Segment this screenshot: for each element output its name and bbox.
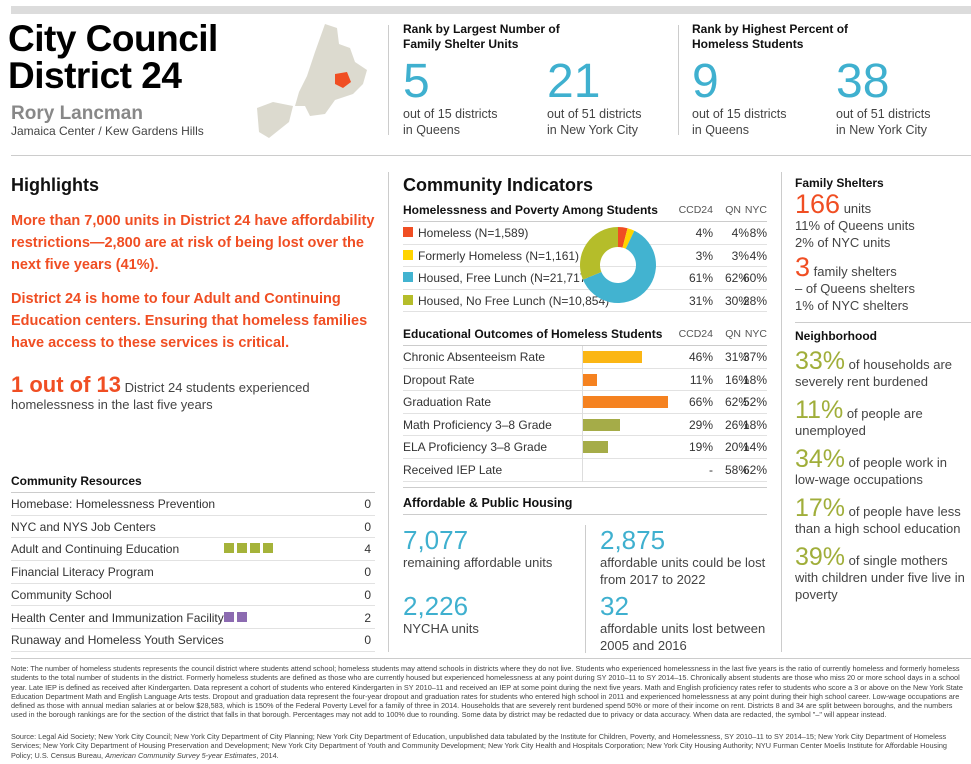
housing-stat: 2,875 affordable units could be lost from… — [600, 525, 766, 587]
district-area: Jamaica Center / Kew Gardens Hills — [11, 124, 204, 138]
bar — [583, 441, 608, 454]
pie-slice — [618, 227, 628, 248]
col-header: CCD24 — [678, 204, 713, 216]
council-member: Rory Lancman — [11, 103, 143, 124]
col-header: NYC — [744, 204, 767, 216]
pie-slice — [580, 227, 618, 280]
poverty-title: Homelessness and Poverty Among Students — [403, 203, 658, 217]
resource-marker — [224, 543, 234, 554]
family-shelters: Family Shelters 166 units 11% of Queens … — [795, 176, 971, 603]
col-header: QN — [725, 328, 741, 340]
housing-stat: 2,226 NYCHA units — [403, 591, 479, 636]
legend-swatch — [403, 294, 413, 305]
poverty-row: Housed, Free Lunch (N=21,717) 61% 62% 60% — [403, 267, 767, 290]
resource-marker — [237, 611, 247, 622]
housing-stat: 32 affordable units lost between 2005 and… — [600, 591, 766, 653]
shelters-title: Family Shelters — [795, 176, 884, 190]
education-title: Educational Outcomes of Homeless Student… — [403, 327, 663, 341]
neighborhood-title: Neighborhood — [795, 329, 877, 343]
col-header: CCD24 — [678, 328, 713, 340]
legend-swatch — [403, 272, 413, 282]
source: Source: Legal Aid Society; New York City… — [11, 732, 947, 760]
neighborhood-stat: 33% of households are severely rent burd… — [795, 347, 953, 390]
rank-item: 38 out of 51 districts in New York City — [836, 55, 931, 138]
neighborhood-stat: 39% of single mothers with children unde… — [795, 543, 965, 603]
pie-slice — [582, 230, 656, 303]
district-highlight — [335, 72, 351, 88]
top-bar — [11, 6, 971, 14]
education-row: Graduation Rate 66% 62% 52% — [403, 391, 767, 414]
poverty-row: Housed, No Free Lunch (N=10,854) 31% 30% 28… — [403, 290, 767, 312]
legend-swatch — [403, 249, 413, 260]
education-row: Math Proficiency 3–8 Grade 29% 26% 18% — [403, 414, 767, 437]
resource-row: NYC and NYS Job Centers 0 — [11, 516, 375, 539]
resource-marker — [250, 543, 260, 554]
col-header: NYC — [744, 328, 767, 340]
education-row: Received IEP Late -58% 62% — [403, 459, 767, 482]
resource-row: Health Center and Immunization Facility 2 — [11, 607, 375, 629]
bar — [583, 373, 598, 386]
resource-marker — [224, 611, 234, 622]
bar — [583, 396, 669, 409]
neighborhood-stat: 17% of people have less than a high scho… — [795, 494, 961, 537]
rank-item: 9 out of 15 districts in Queens — [692, 55, 787, 138]
highlight-1: More than 7,000 units in District 24 hav… — [11, 213, 375, 273]
neighborhood-stat: 11% of people are unemployed — [795, 396, 923, 439]
neighborhood-stat: 34% of people work in low-wage occupatio… — [795, 445, 947, 488]
highlight-2: District 24 is home to four Adult and Co… — [11, 291, 368, 351]
rank-item: 5 out of 15 districts in Queens — [403, 55, 498, 138]
family-shelters-value: 3 — [795, 252, 811, 282]
bar — [583, 418, 621, 431]
community-resources: Community Resources Homebase: Homelessne… — [11, 474, 375, 654]
education-row: Chronic Absenteeism Rate 46% 31% 37% — [403, 346, 767, 369]
housing-stat: 7,077 remaining affordable units — [403, 525, 553, 570]
education-row: ELA Proficiency 3–8 Grade 19% 20% 14% — [403, 436, 767, 459]
resource-row: Runaway and Homeless Youth Services 0 — [11, 629, 375, 652]
education-row: Dropout Rate 11% 16% 18% — [403, 369, 767, 392]
poverty-table: Homelessness and Poverty Among Students C… — [403, 203, 767, 313]
poverty-row: Homeless (N=1,589) 4% 4% 8% — [403, 222, 767, 245]
page-title: City Council District 24 — [8, 18, 218, 96]
rank-heading: Rank by Highest Percent of Homeless Stud… — [692, 22, 849, 51]
resource-marker — [263, 543, 273, 554]
legend-swatch — [403, 227, 413, 237]
poverty-donut-chart — [580, 227, 656, 303]
resources-title: Community Resources — [11, 474, 142, 488]
resource-row: Community School 0 — [11, 584, 375, 607]
indicators-title: Community Indicators — [403, 175, 594, 195]
highlights-title: Highlights — [11, 175, 99, 195]
bar — [583, 351, 643, 363]
footnote: Note: The number of homeless students re… — [11, 664, 963, 720]
resource-row: Financial Literacy Program 0 — [11, 561, 375, 584]
col-header: QN — [725, 204, 741, 216]
resource-marker — [237, 543, 247, 554]
rank-item: 21 out of 51 districts in New York City — [547, 55, 642, 138]
homeless-ratio: 1 out of 13 District 24 students experie… — [11, 372, 310, 413]
housing-title: Affordable & Public Housing — [403, 496, 573, 510]
rank-heading: Rank by Largest Number of Family Shelter… — [403, 22, 560, 51]
pie-slice — [622, 228, 635, 249]
resource-row: Homebase: Homelessness Prevention 0 — [11, 493, 375, 516]
education-table: Educational Outcomes of Homeless Student… — [403, 327, 767, 487]
nyc-map-icon — [257, 24, 367, 138]
shelter-units-value: 166 — [795, 189, 841, 219]
resource-row: Adult and Continuing Education 4 — [11, 538, 375, 561]
